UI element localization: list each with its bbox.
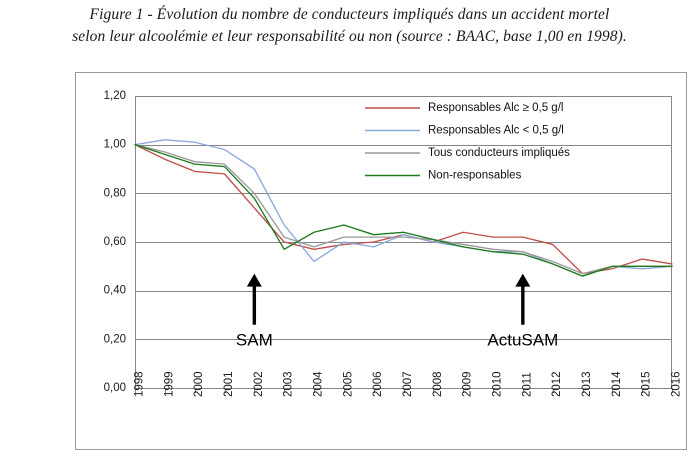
figure-caption: Figure 1 - Évolution du nombre de conduc… bbox=[0, 4, 699, 49]
x-axis-tick-label: 2000 bbox=[193, 371, 205, 397]
annotation-label-actusam: ActuSAM bbox=[487, 330, 558, 349]
legend-label-2: Responsables Alc < 0,5 g/l bbox=[428, 125, 564, 137]
x-axis-tick-label: 2012 bbox=[551, 371, 563, 397]
chart-legend: Responsables Alc ≥ 0,5 g/l Responsables A… bbox=[365, 102, 570, 182]
figure-caption-line-2: selon leur alcoolémie et leur responsabi… bbox=[72, 28, 627, 46]
x-axis-tick-label: 2002 bbox=[253, 371, 265, 397]
x-axis-tick-label: 2014 bbox=[611, 371, 623, 397]
y-axis-tick-label: 0,80 bbox=[104, 187, 126, 199]
legend-label-4: Non-responsables bbox=[428, 170, 522, 182]
x-axis-tick-label: 2016 bbox=[671, 371, 683, 397]
y-gridlines: 0,00 0,20 0,40 0,60 0,80 1,00 1,20 bbox=[104, 90, 672, 394]
series-line-3 bbox=[134, 143, 673, 275]
y-axis-tick-label: 0,40 bbox=[104, 285, 126, 297]
x-axis-tick-label: 2013 bbox=[581, 371, 593, 397]
x-axis-tick-label: 2015 bbox=[641, 371, 653, 397]
x-axis: 1998 1999 2000 2001 2002 2003 2004 2005 2006 2007… bbox=[134, 371, 683, 397]
series-line-4 bbox=[134, 143, 673, 277]
annotation-arrow-head-1 bbox=[246, 273, 262, 287]
legend-label-1: Responsables Alc ≥ 0,5 g/l bbox=[428, 102, 563, 114]
y-axis-tick-label: 1,00 bbox=[104, 139, 126, 151]
y-axis-tick-label: 0,60 bbox=[104, 236, 126, 248]
y-axis-tick-label: 0,00 bbox=[104, 382, 126, 394]
annotation-arrow-head-2 bbox=[515, 273, 531, 287]
legend-label-3: Tous conducteurs impliqués bbox=[428, 147, 570, 159]
x-axis-tick-label: 2001 bbox=[223, 371, 235, 397]
x-axis-tick-label: 2004 bbox=[313, 371, 325, 397]
x-axis-tick-label: 2010 bbox=[492, 371, 504, 397]
y-axis-tick-label: 0,20 bbox=[104, 333, 126, 345]
x-axis-tick-label: 2009 bbox=[462, 371, 474, 397]
x-axis-tick-label: 2006 bbox=[372, 371, 384, 397]
x-axis-tick-label: 2011 bbox=[521, 372, 533, 397]
x-axis-tick-label: 2007 bbox=[402, 371, 414, 397]
x-axis-tick-label: 1999 bbox=[163, 371, 175, 397]
series-group bbox=[134, 139, 673, 277]
figure-box: 0,00 0,20 0,40 0,60 0,80 1,00 1,20 1998 1999 2000… bbox=[75, 72, 687, 450]
annotations-group: SAM ActuSAM bbox=[236, 273, 558, 349]
figure-caption-line-1: Figure 1 - Évolution du nombre de conduc… bbox=[89, 6, 610, 23]
x-axis-tick-label: 1998 bbox=[134, 371, 146, 397]
x-axis-tick-label: 2003 bbox=[283, 371, 295, 397]
annotation-label-sam: SAM bbox=[236, 330, 273, 349]
y-axis-tick-label: 1,20 bbox=[104, 90, 126, 102]
series-line-2 bbox=[134, 139, 673, 277]
x-axis-tick-label: 2008 bbox=[432, 371, 444, 397]
x-axis-tick-label: 2005 bbox=[342, 371, 354, 397]
line-chart: 0,00 0,20 0,40 0,60 0,80 1,00 1,20 1998 1999 2000… bbox=[104, 90, 683, 397]
